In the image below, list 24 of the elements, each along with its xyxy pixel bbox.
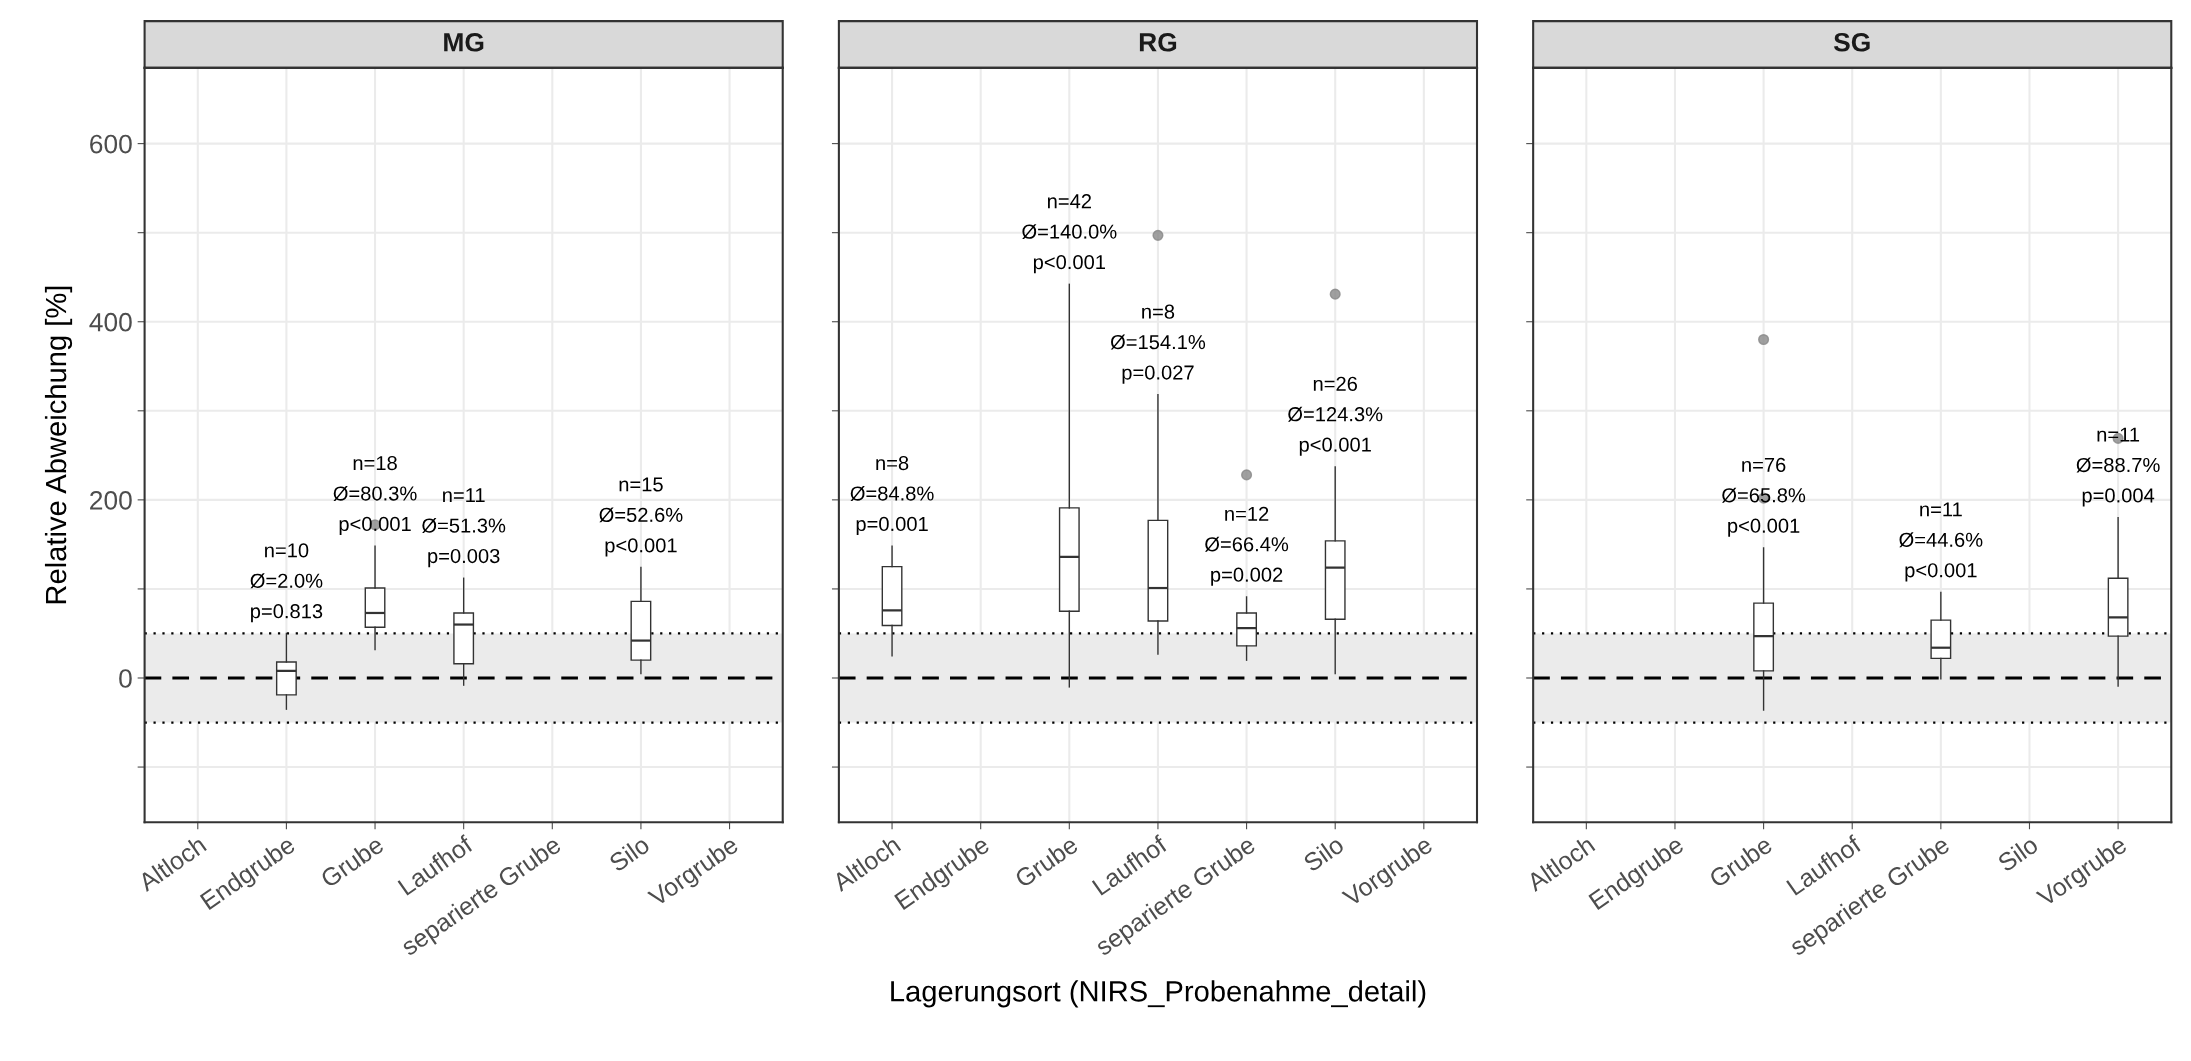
chart-title: SG	[1833, 32, 1870, 52]
annotation: n=15 Ø=52.6% p<0.001	[599, 477, 683, 557]
chart-title: MG	[444, 32, 484, 52]
annotation: n=8 Ø=154.1% p=0.027	[1110, 304, 1206, 384]
annotation: n=8 Ø=84.8% p=0.001	[850, 455, 934, 536]
y-tick-label: 400	[89, 312, 132, 332]
annotation: n=26 Ø=124.3% p<0.001	[1288, 376, 1383, 456]
y-tick-label: 0	[119, 669, 132, 688]
annotation: n=11 Ø=51.3% p=0.003	[422, 488, 506, 568]
y-axis-title: Relative Abweichung [%]	[44, 286, 73, 604]
annotation: n=76 Ø=65.8% p<0.001	[1722, 457, 1806, 537]
annotation: n=11 Ø=44.6% p<0.001	[1899, 502, 1983, 582]
x-axis-title: Lagerungsort (NIRS_Probenahme_detail)	[891, 980, 1426, 1008]
x-tick-label: Silo	[1996, 834, 2040, 873]
y-tick-label: 600	[90, 134, 132, 154]
annotation: n=10 Ø=2.0% p=0.813	[250, 543, 323, 623]
x-tick-label: Silo	[1301, 834, 1345, 873]
annotation: n=11 Ø=88.7% p=0.004	[2076, 427, 2160, 507]
annotation: n=42 Ø=140.0% p<0.001	[1022, 194, 1117, 274]
x-tick-label: Silo	[607, 834, 651, 873]
annotation: n=12 Ø=66.4% p=0.002	[1205, 506, 1289, 586]
annotation: n=18 Ø=80.3% p<0.001	[333, 455, 417, 536]
chart-title: RG	[1139, 32, 1177, 52]
y-tick-label: 200	[90, 491, 132, 510]
